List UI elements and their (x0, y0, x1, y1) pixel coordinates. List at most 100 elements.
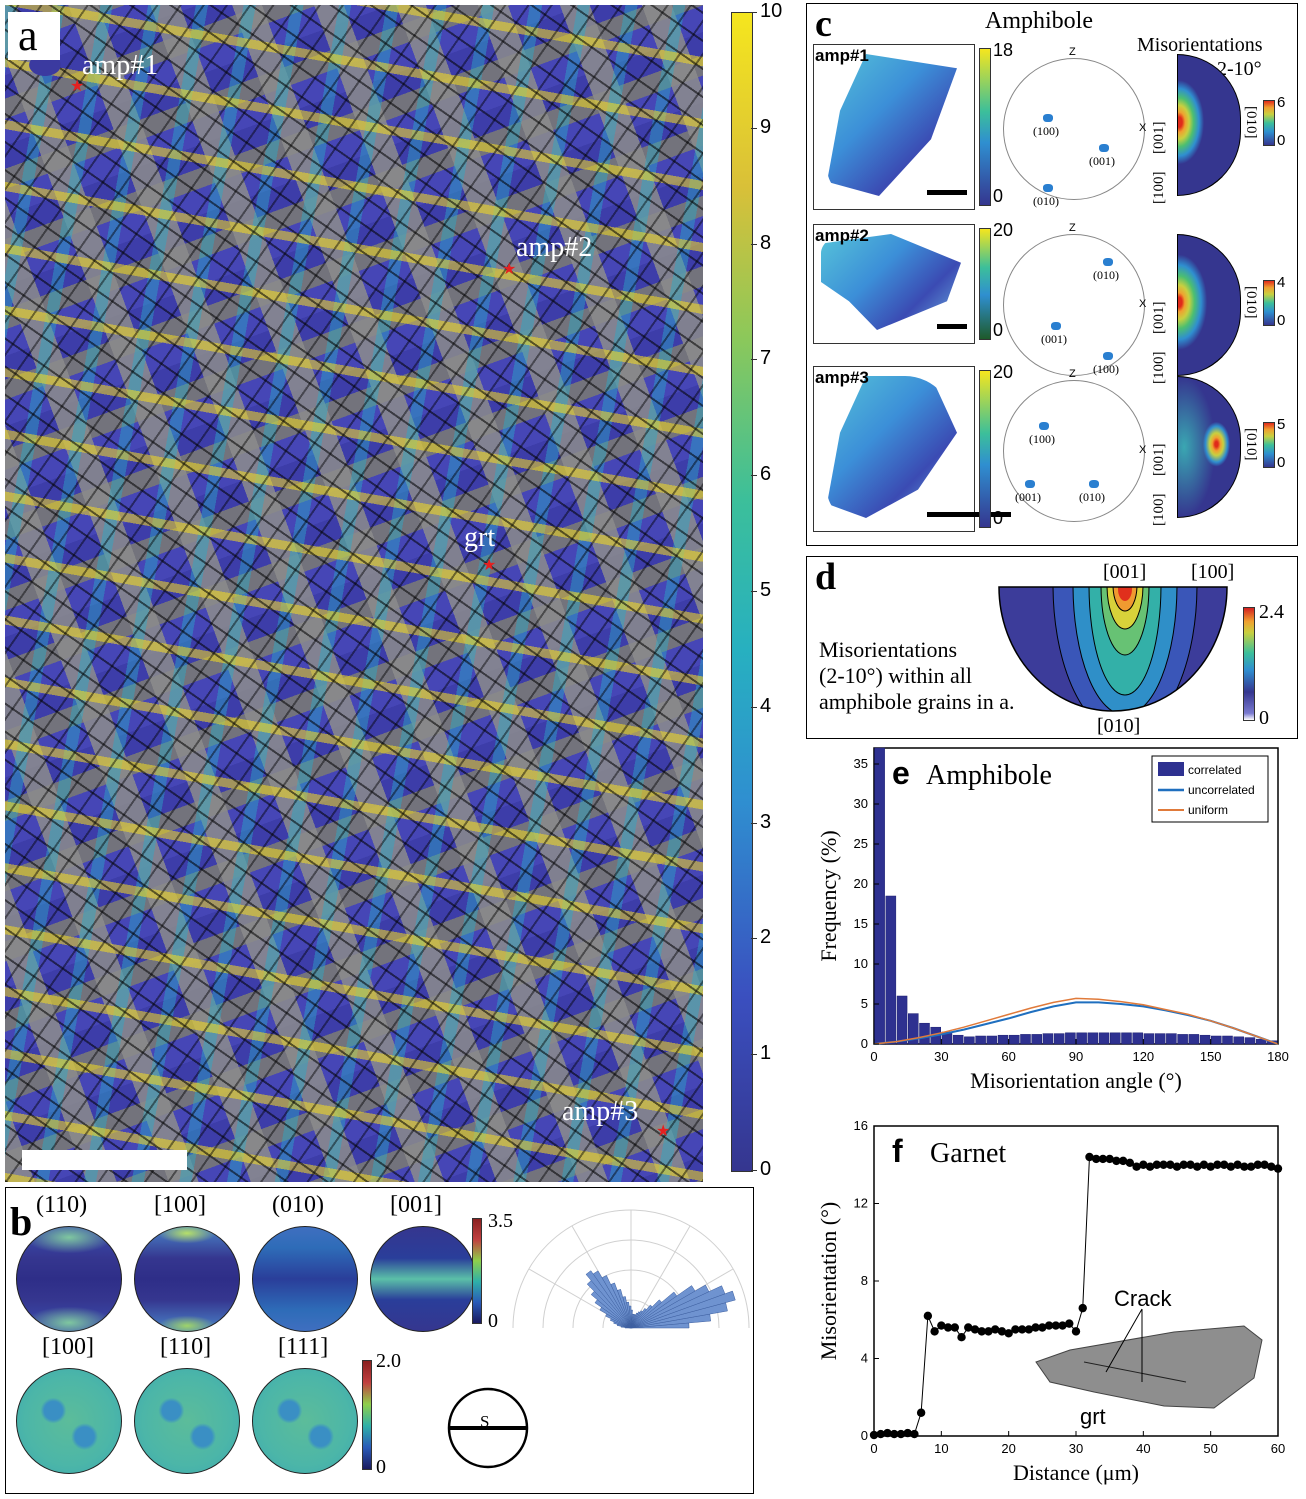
x-tick-label: 40 (1136, 1441, 1150, 1456)
panel-b-bottom-cb-max: 2.0 (376, 1350, 401, 1372)
data-point (984, 1327, 993, 1336)
grain-name: amp#2 (815, 226, 869, 245)
y-tick-label: 0 (861, 1428, 868, 1443)
panel-b-bottom-cb-min: 0 (376, 1456, 386, 1478)
pole-label: (100) (1029, 432, 1055, 446)
x-tick-label: 150 (1200, 1049, 1222, 1064)
garnet-inset-image (1035, 1325, 1263, 1409)
misorientation-colorbar-max: 6 (1277, 94, 1286, 111)
panel-d-cb-max: 2.4 (1259, 601, 1284, 623)
data-point (1085, 1152, 1094, 1162)
y-tick-label: 0 (861, 1036, 868, 1051)
histogram-bar (885, 895, 897, 1045)
histogram-bar (1166, 1033, 1177, 1045)
panel-d-text-line1: Misorientations (819, 637, 958, 662)
panel-a-label-box (8, 12, 60, 60)
scale-bar (22, 1150, 187, 1170)
crack-pointer (1105, 1308, 1143, 1373)
x-axis-label: Distance (μm) (1013, 1460, 1139, 1485)
y-axis-label: Frequency (%) (816, 830, 841, 961)
data-point (923, 1311, 933, 1321)
data-point (964, 1323, 973, 1332)
dir-label-100: [100] (1151, 171, 1167, 205)
data-point (1038, 1323, 1047, 1332)
data-point (1139, 1160, 1148, 1169)
colorbar-tick-mark (751, 12, 757, 13)
y-tick-label: 16 (854, 1118, 868, 1133)
misorientation-colorbar-max: 4 (1277, 274, 1286, 291)
histogram-bar (997, 1034, 1009, 1045)
legend-label: uniform (1188, 803, 1228, 817)
data-point (1125, 1158, 1135, 1168)
histogram-bar (1087, 1032, 1099, 1045)
panel-d-top-left-label: [001] (1103, 561, 1147, 583)
data-point (1078, 1303, 1087, 1313)
panel-d-colorbar (1243, 607, 1255, 721)
marker-label-amp2: amp#2 (516, 232, 593, 263)
pole-figure-100 (134, 1226, 240, 1332)
panel-a-label: a (18, 11, 38, 60)
pole-label: (010) (1093, 268, 1119, 282)
panel-b-label: b (10, 1199, 33, 1244)
dir-label-001: [001] (1151, 301, 1167, 335)
data-point (957, 1332, 966, 1342)
grain-colorbar-min: 0 (993, 186, 1004, 206)
x-tick-label: 10 (934, 1441, 948, 1456)
colorbar-tick-label: 7 (760, 347, 772, 370)
axis-z-label: Z (1069, 368, 1076, 380)
y-tick-label: 8 (861, 1273, 868, 1288)
data-point (916, 1408, 926, 1417)
misorientation-colorbar (1263, 280, 1275, 326)
x-tick-label: 60 (1271, 1441, 1285, 1456)
data-point (1253, 1160, 1262, 1169)
data-point (1246, 1162, 1256, 1171)
data-point (1206, 1162, 1215, 1171)
pole-cluster (1103, 258, 1113, 266)
panel-e-title: Amphibole (926, 760, 1052, 791)
colorbar-tick-mark (751, 822, 757, 824)
legend-label: uncorrelated (1188, 783, 1255, 797)
histogram-bar (1132, 1032, 1143, 1045)
foliation-symbol-label: S (480, 1412, 490, 1431)
colorbar-tick-label: 0 (760, 1158, 772, 1180)
grain-colorbar-min: 0 (993, 320, 1004, 340)
rose-diagram (512, 1209, 750, 1329)
profile-line (1083, 1361, 1187, 1383)
data-point (1193, 1162, 1202, 1171)
data-point (1017, 1325, 1027, 1334)
grain-colorbar-max: 18 (993, 40, 1014, 60)
grain-name: amp#1 (815, 46, 869, 65)
x-tick-label: 30 (1069, 1441, 1083, 1456)
colorbar-tick-label: 1 (760, 1042, 772, 1065)
data-point (1145, 1162, 1155, 1171)
data-point (1118, 1156, 1128, 1166)
y-axis-label: Misorientation (°) (816, 1202, 841, 1361)
pole-cluster (1039, 422, 1049, 430)
panel-b: b (110) [100] (010) [001] 3.5 0 [100] [110] [… (5, 1187, 754, 1494)
histogram-bar (1199, 1034, 1211, 1045)
data-point (1179, 1160, 1188, 1169)
histogram-bar (1009, 1034, 1020, 1045)
colorbar-tick-mark (751, 475, 757, 477)
histogram-bar (896, 995, 908, 1045)
data-point (1098, 1154, 1108, 1164)
x-tick-label: 60 (1001, 1049, 1015, 1064)
x-tick-label: 120 (1132, 1049, 1154, 1064)
data-point (1172, 1162, 1182, 1171)
x-tick-label: 180 (1267, 1049, 1289, 1064)
dir-label-001: [001] (1151, 443, 1167, 477)
data-point (1058, 1321, 1067, 1330)
dir-label-010: [010] (1243, 106, 1259, 139)
colorbar-tick-mark (751, 359, 757, 361)
x-tick-label: 0 (870, 1441, 877, 1456)
histogram-bar (986, 1035, 998, 1045)
panel-f-label: f (892, 1133, 903, 1169)
data-point (950, 1323, 959, 1332)
colorbar-tick-mark (751, 127, 757, 129)
data-point (1051, 1321, 1060, 1330)
marker-star-amp1: ★ (70, 78, 85, 95)
data-point (1024, 1325, 1034, 1334)
grain-colorbar (979, 228, 991, 340)
misorientation-colorbar-min: 0 (1277, 132, 1286, 149)
panel-c: c Amphibole Misorientations 2-10° amp#1 1… (806, 3, 1298, 546)
